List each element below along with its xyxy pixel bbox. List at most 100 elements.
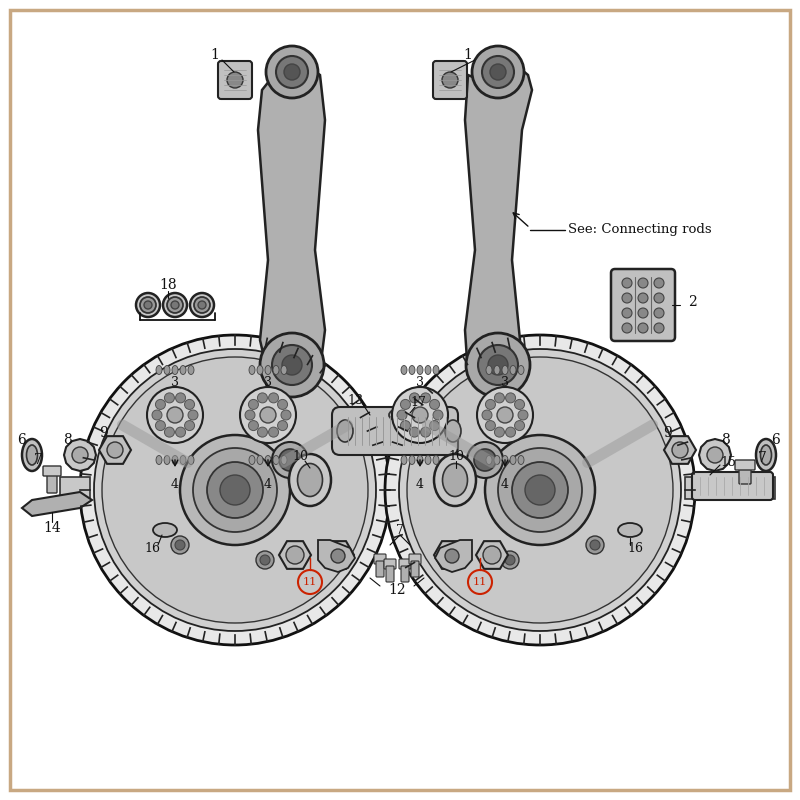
Circle shape xyxy=(102,357,368,623)
Circle shape xyxy=(445,549,459,563)
Circle shape xyxy=(622,323,632,333)
Circle shape xyxy=(269,427,278,437)
Ellipse shape xyxy=(273,455,279,465)
Circle shape xyxy=(501,551,519,569)
Circle shape xyxy=(467,442,503,478)
Ellipse shape xyxy=(502,455,508,465)
FancyBboxPatch shape xyxy=(433,61,467,99)
Ellipse shape xyxy=(144,301,152,309)
Ellipse shape xyxy=(198,301,206,309)
Ellipse shape xyxy=(417,366,423,374)
Circle shape xyxy=(482,410,492,420)
Ellipse shape xyxy=(518,366,524,374)
FancyBboxPatch shape xyxy=(411,561,419,577)
Circle shape xyxy=(472,46,524,98)
Text: 1: 1 xyxy=(463,48,473,62)
Ellipse shape xyxy=(756,439,776,471)
Text: 9: 9 xyxy=(664,426,672,440)
Circle shape xyxy=(482,56,514,88)
Circle shape xyxy=(165,393,174,403)
Circle shape xyxy=(654,278,664,288)
Circle shape xyxy=(282,355,302,375)
Circle shape xyxy=(442,72,458,88)
Ellipse shape xyxy=(409,366,415,374)
Ellipse shape xyxy=(401,366,407,374)
FancyBboxPatch shape xyxy=(739,464,751,484)
Circle shape xyxy=(654,323,664,333)
Ellipse shape xyxy=(257,366,263,374)
Ellipse shape xyxy=(337,420,353,442)
Ellipse shape xyxy=(136,293,160,317)
Ellipse shape xyxy=(442,463,467,497)
Circle shape xyxy=(421,427,430,437)
Ellipse shape xyxy=(156,455,162,465)
Ellipse shape xyxy=(618,523,642,537)
Circle shape xyxy=(72,447,88,463)
Circle shape xyxy=(622,293,632,303)
Circle shape xyxy=(329,546,347,564)
Circle shape xyxy=(401,421,410,430)
Circle shape xyxy=(407,357,673,623)
Circle shape xyxy=(497,407,513,423)
Text: 6: 6 xyxy=(772,433,780,447)
Circle shape xyxy=(240,387,296,443)
Text: 3: 3 xyxy=(264,375,272,389)
Text: See: Connecting rods: See: Connecting rods xyxy=(568,223,712,237)
FancyBboxPatch shape xyxy=(401,566,409,582)
Circle shape xyxy=(401,399,410,410)
Text: 13: 13 xyxy=(347,394,363,406)
FancyBboxPatch shape xyxy=(60,477,90,499)
Ellipse shape xyxy=(194,297,210,313)
Ellipse shape xyxy=(494,455,500,465)
Text: 12: 12 xyxy=(388,583,406,597)
Circle shape xyxy=(207,462,263,518)
Ellipse shape xyxy=(394,412,404,418)
Circle shape xyxy=(107,442,123,458)
Ellipse shape xyxy=(164,455,170,465)
Ellipse shape xyxy=(281,455,287,465)
Circle shape xyxy=(331,549,345,563)
Text: 8: 8 xyxy=(722,433,730,447)
Circle shape xyxy=(152,410,162,420)
Ellipse shape xyxy=(434,454,476,506)
Circle shape xyxy=(590,540,600,550)
Circle shape xyxy=(654,308,664,318)
Circle shape xyxy=(397,410,407,420)
Circle shape xyxy=(249,399,258,410)
Text: 11: 11 xyxy=(473,577,487,587)
Text: 11: 11 xyxy=(303,577,317,587)
Ellipse shape xyxy=(445,420,461,442)
Circle shape xyxy=(249,421,258,430)
Circle shape xyxy=(638,308,648,318)
Circle shape xyxy=(638,278,648,288)
Ellipse shape xyxy=(486,455,492,465)
Ellipse shape xyxy=(180,366,186,374)
Text: 4: 4 xyxy=(171,478,179,491)
Circle shape xyxy=(505,555,515,565)
Circle shape xyxy=(488,355,508,375)
Circle shape xyxy=(94,349,376,631)
Circle shape xyxy=(485,435,595,545)
Circle shape xyxy=(622,308,632,318)
Ellipse shape xyxy=(167,297,183,313)
Ellipse shape xyxy=(265,366,271,374)
Ellipse shape xyxy=(249,455,255,465)
Circle shape xyxy=(245,410,255,420)
Text: 8: 8 xyxy=(64,433,72,447)
Circle shape xyxy=(486,421,495,430)
Text: 2: 2 xyxy=(688,295,696,309)
Circle shape xyxy=(514,421,525,430)
Ellipse shape xyxy=(425,455,431,465)
Ellipse shape xyxy=(190,293,214,317)
Circle shape xyxy=(256,551,274,569)
FancyBboxPatch shape xyxy=(376,561,384,577)
Circle shape xyxy=(654,293,664,303)
Text: 3: 3 xyxy=(171,375,179,389)
FancyBboxPatch shape xyxy=(611,269,675,341)
Circle shape xyxy=(385,335,695,645)
Circle shape xyxy=(490,64,506,80)
Ellipse shape xyxy=(298,463,322,497)
Circle shape xyxy=(258,393,267,403)
Polygon shape xyxy=(22,492,92,516)
Circle shape xyxy=(80,335,390,645)
